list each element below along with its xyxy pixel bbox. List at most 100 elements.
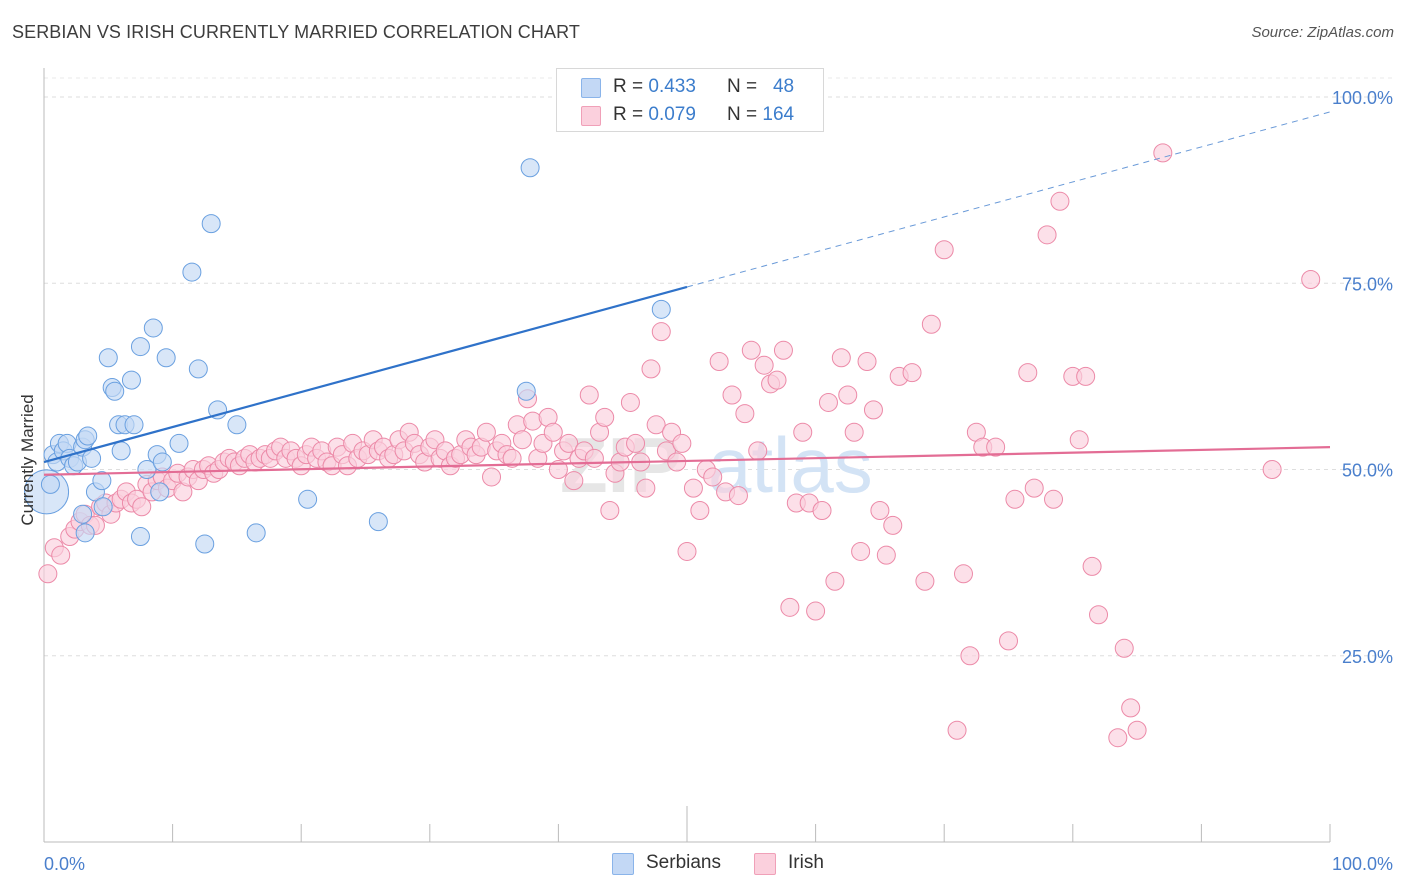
irish-point bbox=[502, 448, 522, 468]
irish-point bbox=[806, 601, 826, 621]
irish-point bbox=[728, 486, 748, 506]
irish-point bbox=[564, 471, 584, 491]
irish-point bbox=[1114, 638, 1134, 658]
irish-point bbox=[876, 545, 896, 565]
serbian-point bbox=[111, 441, 131, 461]
y-axis-label: Currently Married bbox=[18, 394, 37, 526]
legend-n-value-serbians: 48 bbox=[772, 76, 795, 97]
irish-point bbox=[646, 415, 666, 435]
serbian-point bbox=[130, 337, 150, 357]
irish-point bbox=[636, 478, 656, 498]
irish-point bbox=[1121, 698, 1141, 718]
irish-point bbox=[825, 571, 845, 591]
irish-point bbox=[812, 500, 832, 520]
y-tick-label: 25.0% bbox=[1342, 647, 1393, 667]
irish-point bbox=[512, 430, 532, 450]
legend-r-value-irish: 0.079 bbox=[648, 104, 696, 125]
irish-point bbox=[1005, 489, 1025, 509]
irish-point bbox=[683, 478, 703, 498]
legend-n-irish: N = 164 bbox=[727, 104, 795, 125]
irish-point bbox=[921, 314, 941, 334]
series-serbians bbox=[24, 158, 671, 554]
legend-swatch-irish bbox=[581, 106, 601, 126]
serbian-point bbox=[152, 452, 172, 472]
irish-point bbox=[1089, 605, 1109, 625]
serbian-point bbox=[124, 415, 144, 435]
chart-title: SERBIAN VS IRISH CURRENTLY MARRIED CORRE… bbox=[12, 22, 580, 42]
irish-point bbox=[1082, 556, 1102, 576]
serbian-point bbox=[368, 512, 388, 532]
irish-point bbox=[1153, 143, 1173, 163]
irish-point bbox=[1301, 270, 1321, 290]
irish-point bbox=[934, 240, 954, 260]
legend-swatch-serbians bbox=[581, 78, 601, 98]
legend-row-serbians: R = 0.433 N = 48 bbox=[557, 73, 823, 101]
irish-point bbox=[703, 467, 723, 487]
irish-point bbox=[620, 392, 640, 412]
irish-point bbox=[741, 340, 761, 360]
legend-n-value-irish: 164 bbox=[762, 104, 795, 125]
serbian-point bbox=[82, 448, 102, 468]
irish-point bbox=[559, 433, 579, 453]
legend: R = 0.433 N = 48 R = 0.079 N = 164 bbox=[556, 68, 824, 132]
serbian-point bbox=[78, 426, 98, 446]
irish-point bbox=[773, 340, 793, 360]
irish-point bbox=[543, 422, 563, 442]
serbian-point bbox=[188, 359, 208, 379]
legend-r-irish: R = 0.079 bbox=[613, 104, 696, 125]
serbian-point bbox=[156, 348, 176, 368]
serbian-point bbox=[246, 523, 266, 543]
serbian-point bbox=[105, 381, 125, 401]
irish-point bbox=[709, 351, 729, 371]
bottom-legend-label-irish: Irish bbox=[788, 852, 824, 873]
y-tick-label: 75.0% bbox=[1342, 274, 1393, 294]
irish-point bbox=[1044, 489, 1064, 509]
irish-point bbox=[672, 433, 692, 453]
irish-point bbox=[735, 404, 755, 424]
bottom-legend-swatch-irish bbox=[754, 853, 776, 875]
tick-labels: 100.0% 75.0% 50.0% 25.0% 0.0% 100.0% bbox=[44, 88, 1393, 874]
irish-point bbox=[851, 541, 871, 561]
irish-trend-line bbox=[43, 446, 1331, 476]
irish-point bbox=[902, 363, 922, 383]
irish-point bbox=[1069, 430, 1089, 450]
irish-point bbox=[844, 422, 864, 442]
serbian-point bbox=[150, 482, 170, 502]
trend-lines bbox=[43, 111, 1331, 476]
serbian-point bbox=[121, 370, 141, 390]
irish-point bbox=[754, 355, 774, 375]
serbian-point bbox=[137, 460, 157, 479]
irish-point bbox=[1262, 460, 1282, 479]
bottom-legend-swatch-serbians bbox=[612, 853, 634, 875]
irish-point bbox=[651, 322, 671, 342]
irish-point bbox=[600, 500, 620, 520]
irish-point bbox=[883, 515, 903, 535]
irish-point bbox=[767, 370, 787, 390]
irish-point bbox=[1037, 225, 1057, 245]
irish-point bbox=[1108, 728, 1128, 748]
serbian-point bbox=[143, 318, 163, 338]
x-tick-label: 0.0% bbox=[44, 854, 85, 874]
irish-point bbox=[870, 500, 890, 520]
irish-point bbox=[38, 564, 58, 584]
irish-point bbox=[476, 422, 496, 442]
serbian-point bbox=[520, 158, 540, 178]
serbian-point bbox=[651, 299, 671, 319]
irish-point bbox=[947, 720, 967, 740]
irish-point bbox=[915, 571, 935, 591]
legend-row-irish: R = 0.079 N = 164 bbox=[557, 101, 823, 129]
serbian-point bbox=[40, 474, 60, 494]
irish-point bbox=[748, 441, 768, 461]
serbian-point bbox=[169, 433, 189, 453]
serbian-point bbox=[73, 504, 93, 524]
y-tick-label: 100.0% bbox=[1332, 88, 1393, 108]
irish-point bbox=[626, 433, 646, 453]
irish-point bbox=[863, 400, 883, 420]
irish-point bbox=[548, 460, 568, 479]
serbian-point bbox=[195, 534, 215, 554]
legend-n-serbians: N = 48 bbox=[727, 76, 795, 97]
irish-point bbox=[482, 467, 502, 487]
serbian-point bbox=[298, 489, 318, 509]
bottom-legend-label-serbians: Serbians bbox=[646, 852, 721, 873]
irish-point bbox=[722, 385, 742, 405]
